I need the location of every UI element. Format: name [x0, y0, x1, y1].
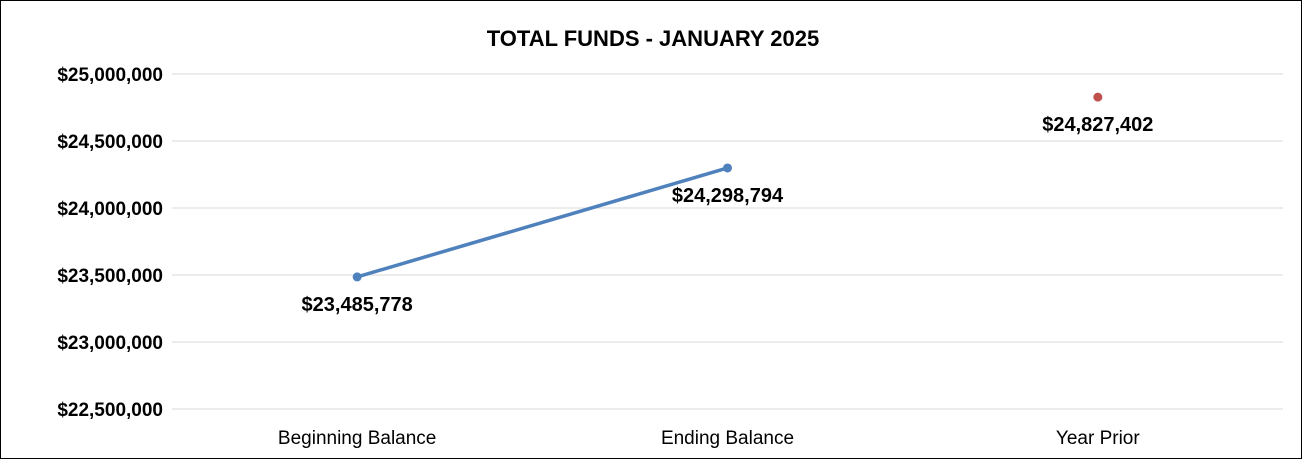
x-tick-label: Year Prior [1056, 428, 1140, 449]
data-point [1093, 92, 1103, 102]
y-axis-ticks: $25,000,000 $24,500,000 $24,000,000 $23,500… [57, 65, 163, 421]
series-line [355, 166, 730, 279]
data-label: $24,827,402 [1042, 114, 1153, 136]
x-tick-label: Ending Balance [661, 428, 794, 449]
x-tick-label: Beginning Balance [278, 428, 436, 449]
y-tick-label: $25,000,000 [57, 65, 163, 86]
series-layer [352, 92, 1103, 282]
y-tick-label: $24,000,000 [57, 199, 163, 220]
y-tick-label: $23,000,000 [57, 333, 163, 354]
y-tick-label: $23,500,000 [57, 266, 163, 287]
data-point [352, 272, 362, 282]
data-label: $23,485,778 [302, 294, 413, 316]
y-tick-label: $24,500,000 [57, 132, 163, 153]
data-point [723, 163, 732, 173]
data-label: $24,298,794 [672, 185, 784, 207]
data-labels: $23,485,778 $24,298,794 $24,827,402 [302, 114, 1154, 316]
chart-title: TOTAL FUNDS - JANUARY 2025 [487, 26, 820, 51]
x-axis-ticks: Beginning Balance Ending Balance Year Prio… [278, 428, 1140, 449]
y-tick-label: $22,500,000 [57, 400, 163, 421]
